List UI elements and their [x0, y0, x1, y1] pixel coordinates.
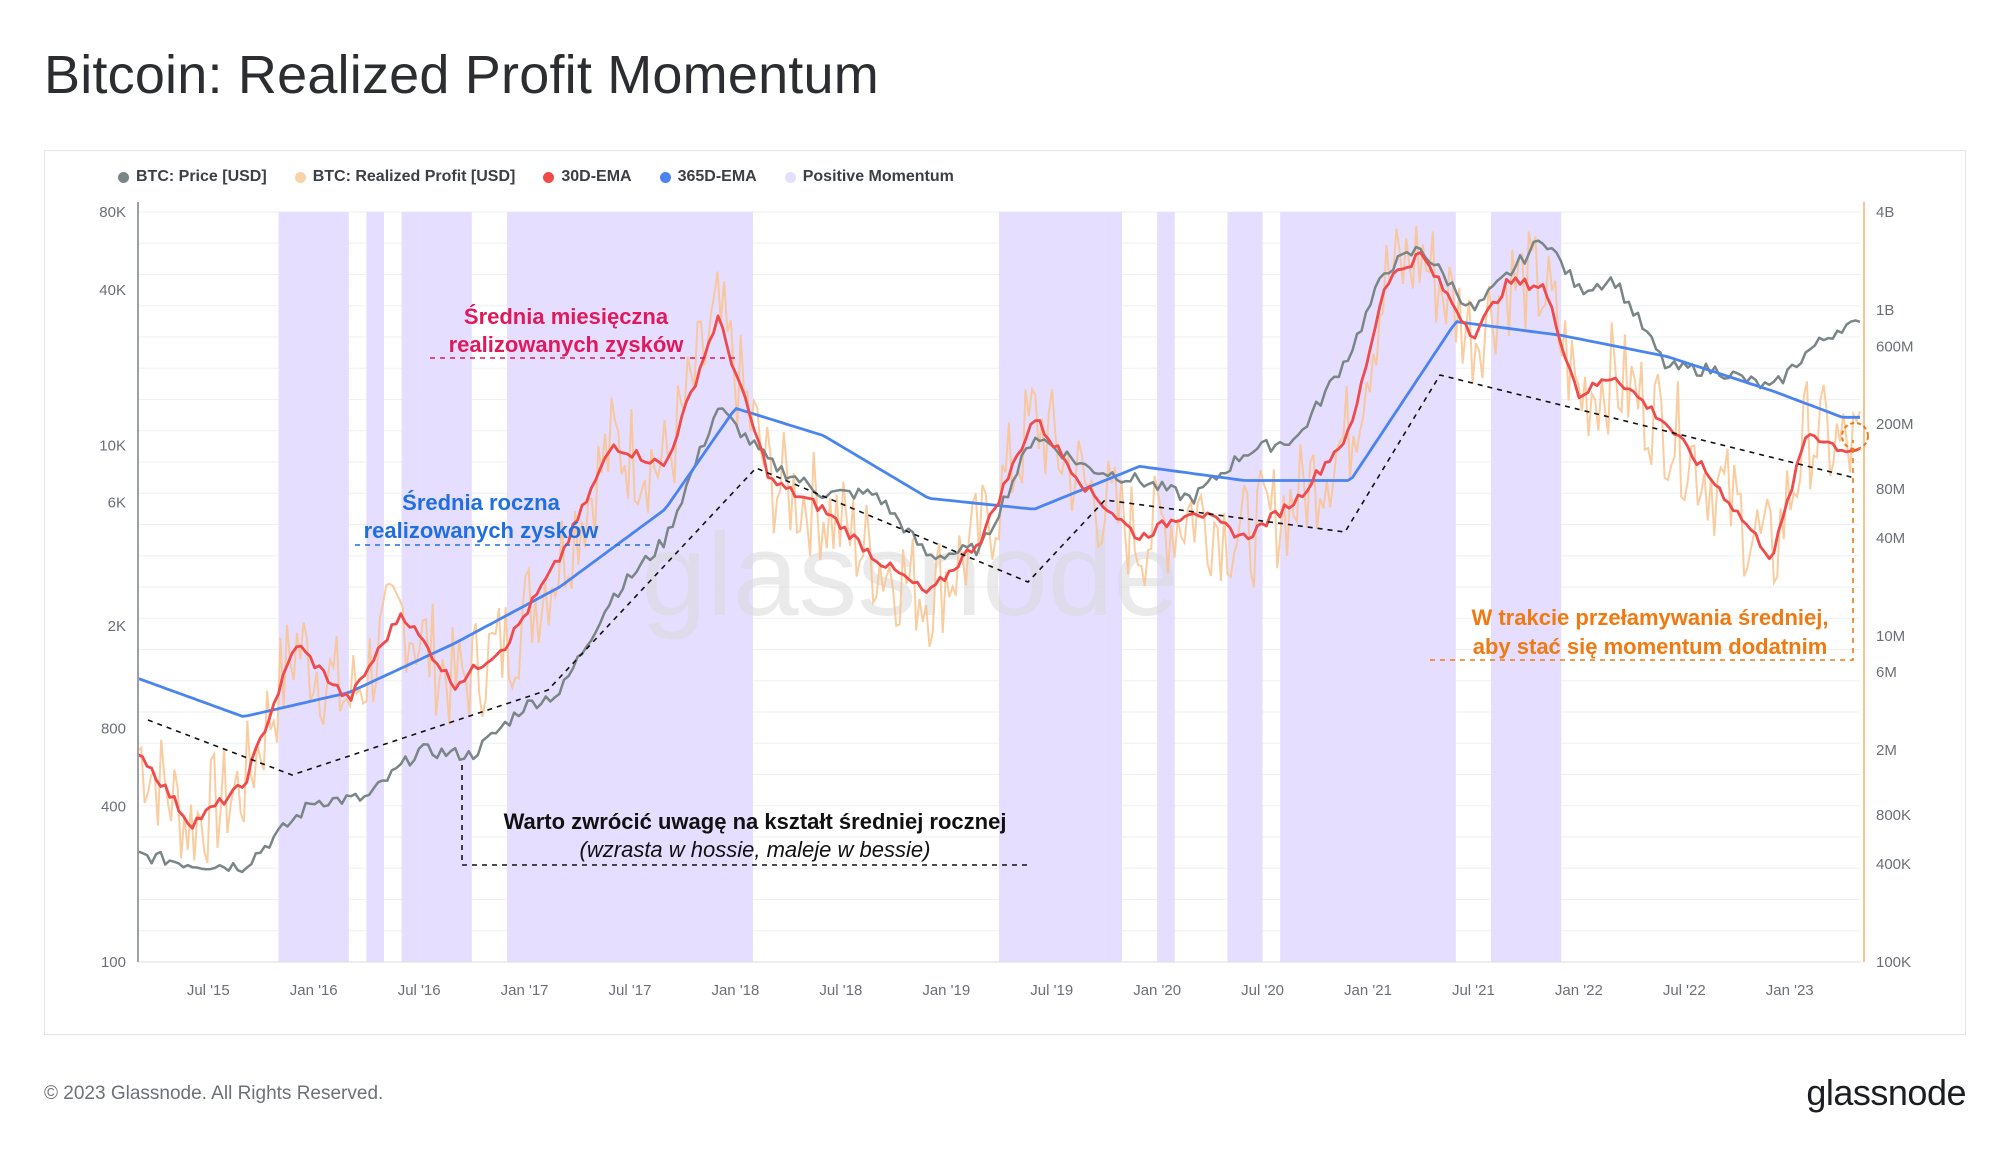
x-tick-label: Jul '16 — [398, 982, 441, 999]
momentum-band — [366, 212, 384, 962]
y-right-tick-label: 10M — [1876, 628, 1905, 645]
legend-item-realized-profit[interactable]: BTC: Realized Profit [USD] — [294, 168, 516, 186]
trend-guide-line — [147, 374, 1856, 776]
positive-momentum-bands — [278, 212, 1562, 962]
annotation-note-line2: (wzrasta w hossie, maleje w bessie) — [580, 837, 931, 862]
y-right-tick-label: 1B — [1876, 302, 1894, 319]
momentum-band — [278, 212, 349, 962]
momentum-band — [999, 212, 1105, 962]
annotation-yearly-line2: realizowanych zysków — [364, 518, 600, 543]
x-tick-label: Jul '19 — [1030, 982, 1073, 999]
legend-dot-positive-momentum — [784, 171, 796, 183]
y-left-tick-label: 80K — [99, 204, 126, 221]
annotation-note-line1: Warto zwrócić uwagę na kształt średniej … — [504, 809, 1007, 834]
y-right-tick-label: 4B — [1876, 204, 1894, 221]
y-left-tick-label: 100 — [101, 954, 126, 971]
y-right-tick-label: 200M — [1876, 416, 1914, 433]
footer-logo: glassnode — [1806, 1072, 1966, 1113]
momentum-band — [1491, 212, 1562, 962]
legend-dot-ema30 — [543, 171, 555, 183]
note-bracket — [461, 765, 1032, 866]
legend-label-price: BTC: Price [USD] — [136, 168, 267, 185]
legend-label-ema365: 365D-EMA — [677, 168, 757, 185]
momentum-band — [419, 212, 472, 962]
y-right-tick-label: 2M — [1876, 742, 1897, 759]
price-series — [137, 239, 1861, 874]
x-tick-label: Jul '18 — [819, 982, 862, 999]
momentum-band — [401, 212, 420, 962]
page-title: Bitcoin: Realized Profit Momentum — [44, 45, 879, 105]
legend-item-positive-momentum[interactable]: Positive Momentum — [784, 168, 954, 186]
x-tick-label: Jan '21 — [1344, 982, 1392, 999]
annotation-breakout-line2: aby stać się momentum dodatnim — [1473, 634, 1828, 659]
axes: 100 400 800 2K 6K 10K 40K 80K 100K 400K 800K 2M 6M 10… — [99, 202, 1914, 999]
y-right-tick-label: 800K — [1876, 807, 1911, 824]
footer-copyright: © 2023 Glassnode. All Rights Reserved. — [44, 1083, 384, 1104]
annotation-monthly-line2: realizowanych zysków — [449, 332, 685, 357]
y-left-tick-label: 800 — [101, 721, 126, 738]
x-tick-label: Jan '23 — [1766, 982, 1814, 999]
x-tick-label: Jan '16 — [290, 982, 338, 999]
ema365-line — [137, 320, 1860, 718]
x-tick-label: Jul '15 — [187, 982, 230, 999]
annotation-breakout-line1: W trakcie przełamywania średniej, — [1471, 605, 1828, 630]
legend-item-price[interactable]: BTC: Price [USD] — [118, 168, 267, 186]
x-tick-label: Jul '17 — [609, 982, 652, 999]
annotation-yearly-line1: Średnia roczna — [402, 490, 560, 515]
chart-legend: BTC: Price [USD] BTC: Realized Profit [U… — [118, 168, 954, 186]
y-right-tick-label: 600M — [1876, 338, 1914, 355]
legend-item-ema365[interactable]: 365D-EMA — [659, 168, 757, 186]
y-right-tick-label: 400K — [1876, 856, 1911, 873]
x-tick-label: Jan '17 — [501, 982, 549, 999]
y-left-tick-label: 40K — [99, 282, 126, 299]
y-right-tick-label: 6M — [1876, 664, 1897, 681]
legend-label-positive-momentum: Positive Momentum — [802, 168, 954, 185]
x-tick-label: Jan '18 — [711, 982, 759, 999]
x-tick-label: Jan '19 — [922, 982, 970, 999]
y-left-tick-label: 10K — [99, 437, 126, 454]
x-tick-label: Jan '22 — [1555, 982, 1603, 999]
legend-dot-realized-profit — [294, 171, 306, 183]
y-right-tick-label: 80M — [1876, 481, 1905, 498]
x-tick-label: Jul '21 — [1452, 982, 1495, 999]
breakout-marker — [1841, 422, 1869, 450]
breakout-bracket — [1430, 440, 1854, 661]
legend-dot-ema365 — [659, 171, 671, 183]
momentum-band — [1104, 212, 1122, 962]
momentum-band — [1157, 212, 1175, 962]
x-tick-label: Jul '22 — [1663, 982, 1706, 999]
y-left-tick-label: 2K — [108, 618, 126, 635]
ema30-series — [137, 251, 1861, 830]
y-left-tick-label: 400 — [101, 798, 126, 815]
trend-guides — [147, 357, 1869, 866]
legend-dot-price — [118, 171, 129, 183]
legend-item-ema30[interactable]: 30D-EMA — [543, 168, 632, 186]
x-tick-label: Jan '20 — [1133, 982, 1181, 999]
annotation-monthly-line1: Średnia miesięczna — [464, 304, 669, 329]
x-tick-label: Jul '20 — [1241, 982, 1284, 999]
realized-profit-series — [137, 225, 1861, 864]
momentum-band — [1227, 212, 1263, 962]
y-right-tick-label: 40M — [1876, 530, 1905, 547]
momentum-band — [1332, 212, 1456, 962]
y-left-tick-label: 6K — [108, 495, 126, 512]
legend-label-ema30: 30D-EMA — [561, 168, 632, 185]
ema30-line — [137, 251, 1861, 830]
realized-profit-line — [137, 225, 1861, 864]
momentum-band — [1280, 212, 1333, 962]
y-right-tick-label: 100K — [1876, 954, 1911, 971]
legend-label-realized-profit: BTC: Realized Profit [USD] — [312, 168, 516, 185]
chart-frame — [44, 150, 1966, 1035]
price-line — [137, 239, 1861, 874]
ema365-series — [137, 320, 1860, 718]
